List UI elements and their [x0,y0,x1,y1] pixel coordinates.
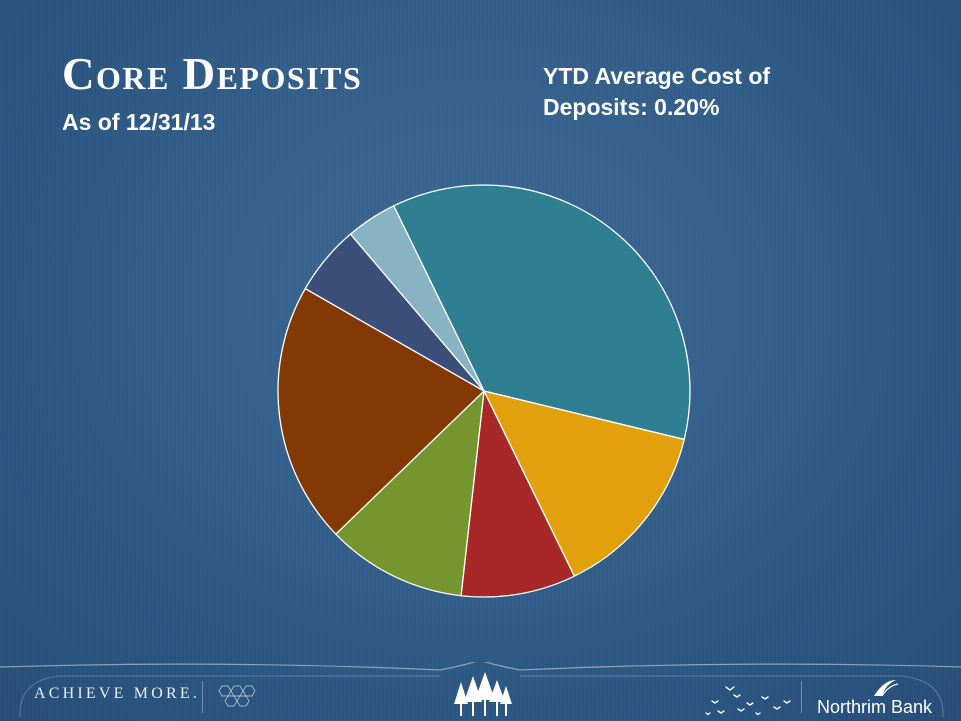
footer-separator [801,681,802,713]
pie-slice-2 [483,390,685,577]
slide-title: Core Deposits [62,49,363,99]
pie-slice-5 [277,287,485,535]
footer-tagline: ACHIEVE MORE. [34,685,201,702]
pie-slice-7 [349,205,485,392]
northrim-logo-mark-icon [874,680,899,697]
birds-flock-icon [705,686,791,716]
slide-subtitle: As of 12/31/13 [62,109,216,135]
bank-name: Northrim Bank [817,697,933,717]
pine-trees-icon [454,672,512,716]
hexagon-pattern-icon [218,685,256,707]
footer-divider [0,662,961,718]
cost-of-deposits-note: YTD Average Cost of Deposits: 0.20% [543,61,770,123]
pie-slice-1 [393,184,691,441]
pie-slice-3 [460,390,575,598]
cost-note-line-1: YTD Average Cost of [543,63,771,89]
footer-separator [202,681,203,713]
pie-slice-4 [335,390,485,597]
cost-note-line-2: Deposits: 0.20% [543,94,720,120]
